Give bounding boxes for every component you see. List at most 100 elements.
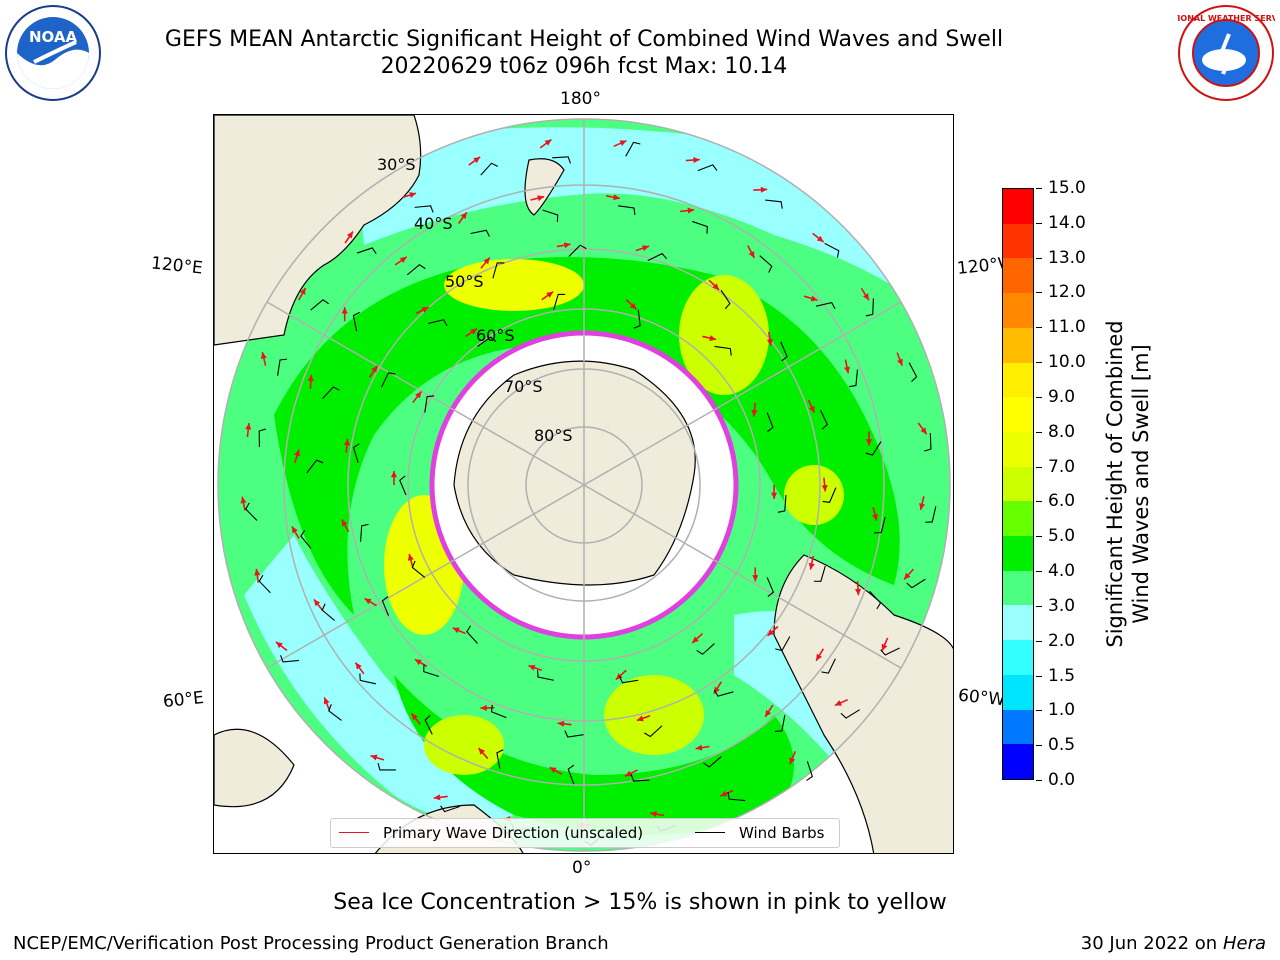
wave-arrow-head — [421, 307, 429, 313]
colorbar-tick-label: 3.0 — [1048, 595, 1076, 616]
lon-label-180: 180° — [560, 89, 601, 109]
wind-barb — [644, 725, 663, 738]
wave-arrow-head — [275, 641, 283, 649]
wave-arrow-head — [313, 599, 321, 607]
wave-arrow-head — [407, 553, 414, 561]
wind-barb — [427, 319, 448, 327]
wind-barb — [820, 409, 829, 430]
wind-barb — [360, 523, 369, 542]
nws-logo-text: NATIONAL WEATHER SERVICE — [1177, 14, 1275, 23]
wave-direction-legend-label: Primary Wave Direction (unscaled) — [383, 824, 644, 842]
wave-arrow-head — [687, 207, 695, 214]
wave-arrow-head — [720, 790, 728, 797]
wave-arrow-head — [920, 427, 927, 435]
wind-barb — [552, 156, 572, 164]
wind-barb — [356, 247, 377, 255]
wave-arrow-head — [245, 423, 252, 430]
wave-arrow-head — [341, 307, 348, 314]
wave-arrow-head — [904, 572, 911, 580]
wave-height-field — [218, 119, 950, 851]
wave-arrow-head — [789, 757, 796, 765]
wave-arrow-head — [636, 715, 644, 722]
wind-barb — [470, 229, 490, 237]
wave-arrow-head — [549, 767, 557, 774]
wind-barb — [647, 252, 668, 262]
lat-label-80s: 80°S — [534, 426, 573, 445]
wind-barb — [824, 242, 840, 258]
wave-arrow-head — [390, 471, 398, 478]
wind-barb — [908, 362, 918, 382]
wave-arrow-head — [399, 256, 407, 264]
wave-arrow-head — [563, 242, 571, 249]
wind-barb — [568, 244, 587, 257]
wind-barb — [869, 590, 882, 610]
wind-barb — [777, 494, 787, 513]
wave-arrow-head — [470, 328, 478, 335]
wave-arrow-head — [862, 293, 869, 301]
wave-arrow-head — [460, 212, 467, 220]
colorbar-tick-mark — [1036, 640, 1042, 642]
wave-arrow-head — [480, 704, 487, 711]
wave-arrow-head — [771, 492, 778, 499]
colorbar-label-line1: Significant Height of Combined — [1103, 320, 1127, 648]
high-wave-core-4 — [604, 675, 704, 755]
wave-arrow-head — [473, 156, 481, 164]
wave-arrow-head — [294, 449, 301, 457]
wave-arrow-head — [650, 811, 657, 818]
wind-barb — [906, 578, 926, 589]
colorbar-segment — [1003, 327, 1033, 363]
wave-arrow-head — [709, 335, 717, 342]
wave-arrow-head — [712, 283, 720, 290]
wind-barb — [424, 395, 435, 413]
colorbar-tick-label: 12.0 — [1048, 282, 1086, 303]
wave-arrow-head — [692, 636, 699, 644]
colorbar-tick-mark — [1036, 780, 1042, 781]
wind-barb — [880, 647, 900, 656]
wind-barb — [840, 709, 860, 719]
wind-barb — [352, 311, 360, 332]
wave-arrow-head — [433, 794, 441, 801]
wind-barb — [714, 345, 732, 356]
colorbar-segment — [1003, 605, 1033, 641]
wind-barb — [490, 704, 507, 719]
wind-barb — [277, 358, 288, 376]
colorbar-label: Significant Height of Combined Wind Wave… — [1102, 274, 1154, 694]
wave-arrow-head — [537, 195, 545, 202]
wave-arrow-head — [411, 713, 418, 721]
wind-barb — [720, 289, 731, 310]
wave-arrow-head — [307, 374, 314, 382]
wave-arrow-head — [299, 287, 306, 295]
high-wave-core-1 — [444, 259, 584, 311]
wind-barb — [925, 506, 937, 523]
wind-barb — [848, 369, 859, 388]
wave-arrow-head — [760, 186, 768, 193]
colorbar-tick-label: 5.0 — [1048, 526, 1076, 547]
colorbar-tick-label: 9.0 — [1048, 386, 1076, 407]
run-date: 30 Jun 2022 on Hera — [1081, 933, 1266, 954]
colorbar-segment — [1003, 709, 1033, 745]
wind-barb — [865, 441, 882, 456]
wind-barb — [759, 255, 773, 273]
chart-title: GEFS MEAN Antarctic Significant Height o… — [164, 27, 1004, 52]
wind-barb — [625, 141, 641, 157]
wind-barb — [815, 301, 836, 309]
wind-barb — [619, 676, 639, 684]
wave-arrow-head — [881, 643, 888, 651]
wave-arrow-head — [919, 503, 926, 510]
wind-barb — [258, 428, 267, 447]
wind-barb — [713, 689, 734, 697]
chart-subtitle: 20220629 t06z 096h fcst Max: 10.14 — [380, 54, 788, 79]
colorbar-tick-label: 2.0 — [1048, 630, 1076, 651]
nws-logo: NATIONAL WEATHER SERVICE — [1160, 4, 1280, 102]
wind-barb — [766, 412, 774, 433]
wave-arrow-head — [346, 231, 353, 239]
high-wave-core-5 — [784, 465, 844, 525]
colorbar-segment — [1003, 397, 1033, 432]
colorbar-tick-mark — [1036, 327, 1042, 329]
wind-barb — [424, 714, 433, 735]
colorbar-tick-label: 0.0 — [1048, 770, 1076, 790]
wave-arrow-head — [629, 302, 637, 310]
colorbar-segment — [1003, 536, 1033, 571]
colorbar-tick-mark — [1036, 188, 1042, 189]
wave-arrow-head — [613, 194, 620, 201]
